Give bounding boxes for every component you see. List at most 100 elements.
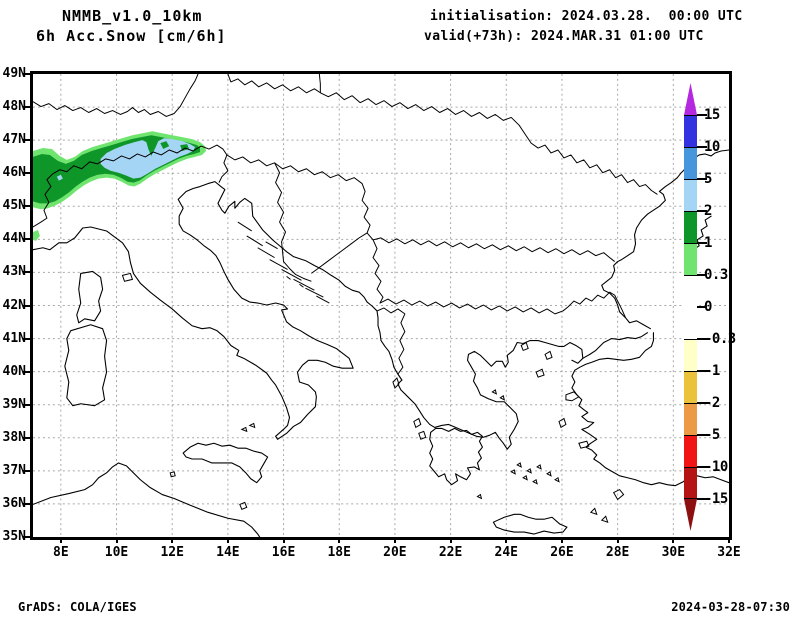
valid-time-label: valid(+73h): 2024.MAR.31 01:00 UTC: [424, 29, 704, 44]
colorbar-tick: [697, 274, 707, 276]
coast-sicily: [182, 442, 269, 484]
colorbar-tick: [697, 306, 707, 308]
map-coastlines: [33, 149, 729, 537]
coast-crete: [492, 513, 568, 535]
snow-speck-blue: [56, 174, 63, 181]
lat-tick: [23, 337, 30, 340]
lon-tick: [282, 537, 285, 543]
lat-tick-label: 49N: [2, 66, 26, 81]
border-top-stub: [318, 74, 321, 93]
lon-tick: [616, 537, 619, 543]
field-title: 6h Acc.Snow [cm/6h]: [36, 27, 227, 45]
lon-tick-label: 12E: [160, 545, 184, 560]
lat-tick-label: 40N: [2, 363, 26, 379]
colorbar-tick-label: -5: [704, 427, 720, 443]
lat-tick: [23, 469, 30, 472]
lat-tick-label: 46N: [2, 165, 26, 181]
lon-tick-label: 28E: [605, 545, 630, 560]
lat-tick: [23, 502, 30, 505]
border-croatia-bosnia: [274, 162, 312, 282]
island-elba: [121, 272, 134, 282]
colorbar-segment: [684, 467, 697, 499]
colorbar-segment: [684, 339, 697, 371]
lon-tick: [449, 537, 452, 543]
lon-tick-label: 30E: [661, 545, 686, 560]
lon-tick: [560, 537, 563, 543]
lat-tick: [23, 73, 30, 75]
lat-tick-label: 38N: [2, 429, 26, 445]
colorbar-tick: [697, 498, 707, 500]
coast-greece: [397, 340, 584, 450]
colorbar-segment: [684, 147, 697, 179]
lat-tick-label: 41N: [2, 330, 26, 346]
colorbar-segment: [684, 115, 697, 147]
lat-tick-label: 47N: [2, 132, 26, 148]
coast-peloponnese: [429, 427, 483, 486]
map-borders: [33, 74, 658, 381]
colorbar-tick: [697, 338, 707, 340]
lon-tick-label: 10E: [104, 545, 129, 560]
colorbar-tick-label: 0: [704, 299, 712, 315]
colorbar-segment: [684, 371, 697, 403]
lat-tick-label: 35N: [2, 529, 26, 544]
map-islands: [169, 221, 625, 523]
lat-tick-label: 39N: [2, 396, 26, 412]
lon-tick: [393, 537, 396, 543]
lon-tick: [338, 537, 341, 543]
lat-tick-label: 48N: [2, 99, 26, 115]
lon-tick-label: 8E: [53, 545, 69, 560]
lat-tick: [23, 139, 30, 142]
colorbar-segment: [684, 211, 697, 243]
map-canvas: [33, 74, 729, 537]
lat-tick: [23, 304, 30, 307]
border-central-europe: [33, 74, 199, 117]
lat-tick: [23, 403, 30, 406]
snow-contour-2-5cm: [100, 138, 196, 179]
lat-tick-label: 42N: [2, 297, 26, 313]
colorbar-tick: [697, 178, 707, 180]
lon-tick: [171, 537, 174, 543]
colorbar-tick-label: 2: [704, 203, 712, 219]
lon-tick-label: 22E: [438, 545, 463, 560]
lat-tick: [23, 238, 30, 241]
colorbar-tick-label: -0.3: [704, 331, 736, 347]
coast-north-africa: [33, 462, 261, 537]
border-alps: [33, 144, 229, 228]
border-hungary-romania-bulgaria: [226, 154, 615, 262]
colorbar-segment: [684, 179, 697, 211]
lon-tick-label: 16E: [271, 545, 296, 560]
colorbar-tick-label: -10: [704, 459, 728, 475]
coast-marmara-turkey: [571, 332, 729, 487]
lat-tick-label: 37N: [2, 462, 26, 478]
border-montenegro-serbia: [311, 232, 368, 274]
colorbar-tick: [697, 434, 707, 436]
lon-tick-label: 24E: [494, 545, 518, 560]
lat-tick: [23, 106, 30, 109]
lat-tick: [23, 536, 30, 538]
lat-tick: [23, 205, 30, 208]
snow-shading: [33, 131, 207, 241]
lon-tick-label: 18E: [327, 545, 351, 560]
colorbar-tick-label: -2: [704, 395, 720, 411]
border-albania: [376, 307, 406, 381]
border-serbia-bulgaria-greece-turkey: [372, 239, 627, 319]
colorbar-tick-label: 0.3: [704, 267, 728, 283]
snow-speck-green: [33, 229, 40, 241]
init-time-label: initialisation: 2024.03.28. 00:00 UTC: [430, 9, 743, 24]
border-czech-slovakia-ukraine: [227, 74, 658, 195]
lat-tick: [23, 271, 30, 274]
colorbar-segment: [684, 435, 697, 467]
lat-tick: [23, 172, 30, 175]
grads-credit: GrADS: COLA/IGES: [18, 600, 137, 614]
colorbar-tick-label: 5: [704, 171, 712, 187]
creation-timestamp: 2024-03-28-07:30: [671, 600, 790, 614]
snow-inner-patch: [160, 141, 170, 150]
coast-corsica: [76, 270, 104, 324]
lon-tick: [728, 537, 730, 543]
lon-tick-label: 20E: [383, 545, 407, 560]
lat-tick: [23, 436, 30, 439]
lon-tick: [115, 537, 118, 543]
lon-tick-label: 32E: [717, 545, 741, 560]
lat-tick-label: 36N: [2, 495, 26, 511]
